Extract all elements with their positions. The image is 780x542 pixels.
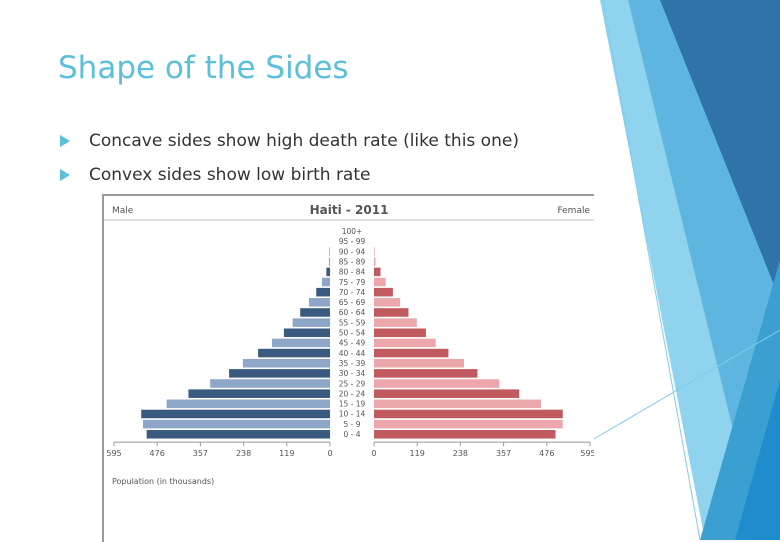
bullet-text: Convex sides show low birth rate [89,165,370,185]
bullet-text: Concave sides show high death rate (like… [89,131,519,151]
age-group-label: 10 - 14 [339,410,366,419]
female-bar [374,257,375,266]
female-label: Female [557,206,590,216]
male-bar [243,359,330,368]
age-group-label: 40 - 44 [339,349,366,358]
female-bar [374,268,381,277]
arrow-bullet-icon [60,135,70,147]
male-bar [147,430,330,439]
male-tick-label: 357 [193,449,208,458]
age-group-label: 45 - 49 [339,339,366,348]
age-group-label: 50 - 54 [339,329,366,338]
arrow-bullet-icon [60,169,70,181]
male-tick-label: 119 [279,449,294,458]
age-group-label: 60 - 64 [339,308,366,317]
female-bar [374,430,556,439]
age-group-label: 25 - 29 [339,379,366,388]
bullet-list: Concave sides show high death rate (like… [58,124,519,192]
age-group-label: 100+ [342,227,363,236]
age-group-label: 5 - 9 [343,420,360,429]
female-tick-label: 357 [496,449,511,458]
female-bar [374,288,393,297]
age-group-label: 30 - 34 [339,369,366,378]
male-bar [293,318,330,327]
male-bar [229,369,330,378]
male-tick-label: 238 [236,449,251,458]
female-tick-label: 0 [371,449,376,458]
age-group-label: 20 - 24 [339,389,366,398]
age-group-label: 70 - 74 [339,288,366,297]
male-bar [167,400,330,409]
female-tick-label: 238 [453,449,468,458]
female-bar [374,318,417,327]
female-bar [374,339,436,348]
female-bar [374,389,519,398]
bullet-item: Concave sides show high death rate (like… [58,124,519,158]
male-bar [188,389,330,398]
female-bar [374,329,426,338]
male-bar [316,288,330,297]
male-bar [210,379,330,388]
age-group-label: 0 - 4 [343,430,360,439]
female-bar [374,278,386,287]
female-bar [374,369,477,378]
slide-title: Shape of the Sides [58,50,349,86]
female-tick-label: 119 [410,449,425,458]
male-bar [272,339,330,348]
male-tick-label: 0 [327,449,332,458]
age-group-label: 90 - 94 [339,247,366,256]
male-bar [300,308,330,317]
male-label: Male [112,206,134,216]
female-bar [374,298,400,307]
male-bar [322,278,330,287]
male-bar [143,420,330,429]
age-group-label: 95 - 99 [339,237,366,246]
female-bar [374,349,448,358]
female-bar [374,308,408,317]
female-tick-label: 476 [539,449,554,458]
female-tick-label: 595 [580,449,594,458]
female-bar [374,379,499,388]
age-group-label: 85 - 89 [339,257,366,266]
age-group-label: 75 - 79 [339,278,366,287]
female-bar [374,359,464,368]
male-bar [329,257,330,266]
bullet-item: Convex sides show low birth rate [58,158,519,192]
male-bar [141,410,330,419]
male-bar [258,349,330,358]
age-group-label: 80 - 84 [339,268,366,277]
female-bar [374,410,563,419]
age-group-label: 15 - 19 [339,400,366,409]
x-axis-label: Population (in thousands) [112,477,214,486]
male-bar [326,268,330,277]
female-bar [374,420,563,429]
age-group-label: 35 - 39 [339,359,366,368]
age-group-label: 65 - 69 [339,298,366,307]
male-bar [309,298,330,307]
male-tick-label: 476 [150,449,165,458]
male-tick-label: 595 [106,449,121,458]
male-bar [284,329,330,338]
chart-title: Haiti - 2011 [310,203,389,217]
female-bar [374,400,541,409]
age-group-label: 55 - 59 [339,318,366,327]
